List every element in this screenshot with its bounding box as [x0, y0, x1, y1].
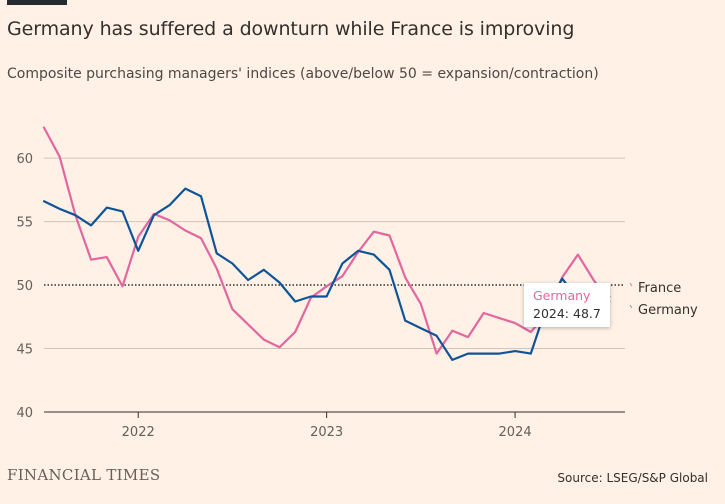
x-tick-label-2022: 2022 — [122, 425, 155, 440]
series-line-germany — [42, 126, 611, 355]
end-label-leader-1 — [629, 304, 633, 309]
tooltip-series-name: Germany — [533, 288, 591, 303]
end-label-leader-0 — [629, 282, 633, 287]
x-tick-label-2024: 2024 — [499, 425, 532, 440]
hover-tooltip: Germany 2024: 48.7 — [524, 283, 610, 327]
x-axis-ticks: 2022 2023 2024 — [122, 412, 532, 440]
tooltip-period: 2024: — [533, 306, 570, 321]
x-tick-label-2023: 2023 — [310, 425, 343, 440]
end-label-germany: Germany — [638, 303, 698, 318]
y-tick-label-50: 50 — [16, 279, 33, 294]
y-tick-label-45: 45 — [16, 343, 33, 358]
y-tick-label-40: 40 — [16, 406, 33, 421]
y-axis-ticks: 40 45 50 55 60 — [16, 152, 33, 421]
y-tick-label-55: 55 — [16, 216, 33, 231]
gridlines — [44, 157, 625, 413]
brand-logo-text: FINANCIAL TIMES — [7, 466, 161, 484]
series-lines[interactable] — [42, 126, 611, 361]
chart-subtitle: Composite purchasing managers' indices (… — [7, 66, 599, 82]
chart-title: Germany has suffered a downturn while Fr… — [7, 18, 575, 40]
tooltip-value-row: 2024: 48.7 — [533, 306, 610, 321]
series-line-france — [42, 187, 611, 361]
end-labels: France Germany — [629, 281, 698, 318]
tooltip-value: 48.7 — [573, 306, 601, 321]
end-label-france: France — [638, 281, 681, 296]
ft-top-rule — [7, 0, 67, 5]
y-tick-label-60: 60 — [16, 152, 33, 167]
source-note: Source: LSEG/S&P Global — [557, 471, 708, 485]
